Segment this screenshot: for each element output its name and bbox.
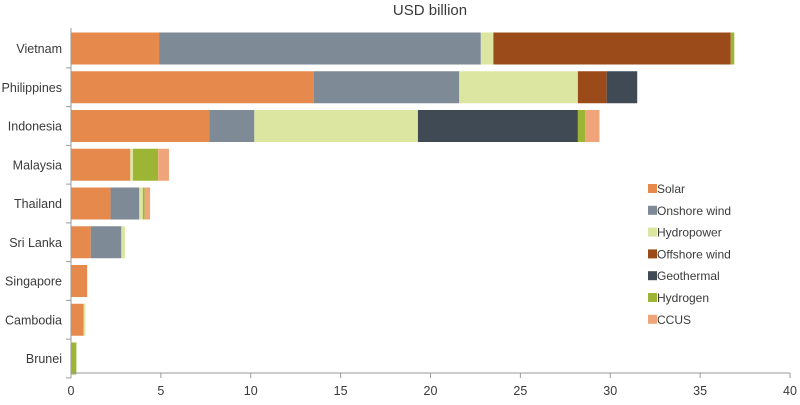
bars-layer	[71, 32, 735, 375]
bar-malaysia-hydropower	[130, 148, 134, 181]
legend-swatch-ccus	[648, 314, 657, 324]
chart-title: USD billion	[393, 2, 467, 19]
x-tick-label: 40	[783, 384, 797, 398]
bar-thailand-ccus	[144, 187, 151, 220]
legend-swatch-offshore-wind	[648, 249, 657, 259]
legend-swatch-geothermal	[648, 271, 657, 281]
category-axis: Vietnam Philippines Indonesia Malaysia Thail…	[2, 28, 72, 379]
x-tick-label: 35	[693, 384, 707, 398]
bar-cambodia-hydropower	[83, 303, 86, 336]
bar-sri-lanka-solar	[71, 226, 91, 259]
legend-swatch-onshore-wind	[648, 205, 657, 215]
bar-cambodia-solar	[71, 303, 84, 336]
bar-indonesia-hydropower	[254, 110, 418, 142]
bar-thailand-onshore-wind	[110, 187, 140, 220]
bar-vietnam-offshore-wind	[493, 32, 731, 65]
bar-vietnam-hydrogen	[730, 32, 735, 65]
legend-label-onshore-wind: Onshore wind	[657, 204, 731, 218]
bar-malaysia-solar	[71, 148, 131, 181]
bar-philippines-hydropower	[459, 71, 578, 104]
legend-swatch-hydropower	[648, 227, 657, 237]
legend-label-ccus: CCUS	[657, 313, 691, 327]
legend-label-geothermal: Geothermal	[657, 269, 720, 283]
x-tick-label: 5	[157, 384, 164, 398]
category-label-indonesia: Indonesia	[8, 120, 62, 134]
x-tick-label: 30	[603, 384, 617, 398]
category-label-philippines: Philippines	[2, 81, 62, 95]
legend-label-solar: Solar	[657, 182, 685, 196]
bar-singapore-solar	[71, 265, 88, 297]
category-label-vietnam: Vietnam	[16, 42, 62, 56]
bar-thailand-hydrogen	[142, 187, 145, 220]
category-label-malaysia: Malaysia	[13, 158, 62, 172]
legend-label-offshore-wind: Offshore wind	[657, 247, 731, 261]
bar-brunei-hydrogen	[71, 342, 77, 375]
category-label-singapore: Singapore	[5, 275, 62, 289]
category-label-brunei: Brunei	[26, 352, 62, 366]
bar-indonesia-geothermal	[417, 110, 578, 142]
legend-swatch-solar	[648, 184, 657, 193]
category-label-cambodia: Cambodia	[5, 313, 62, 327]
category-label-sri-lanka: Sri Lanka	[9, 236, 62, 250]
bar-vietnam-onshore-wind	[159, 32, 481, 65]
bar-indonesia-onshore-wind	[209, 110, 255, 142]
x-axis: 0 5 10 15 20 25 30 35 40	[68, 372, 797, 398]
legend: Solar Onshore wind Hydropower Offshore wind…	[648, 182, 731, 327]
legend-label-hydrogen: Hydrogen	[657, 291, 709, 305]
bar-indonesia-ccus	[585, 110, 600, 142]
bar-philippines-onshore-wind	[313, 71, 460, 104]
bar-indonesia-hydrogen	[577, 110, 586, 142]
bar-philippines-solar	[71, 71, 314, 104]
x-tick-label: 15	[334, 384, 348, 398]
x-tick-label: 10	[244, 384, 258, 398]
bar-malaysia-hydrogen	[133, 148, 159, 181]
bar-philippines-geothermal	[606, 71, 638, 104]
legend-swatch-hydrogen	[648, 293, 657, 302]
bar-sri-lanka-onshore-wind	[90, 226, 122, 259]
x-tick-label: 20	[424, 384, 438, 398]
bar-vietnam-hydropower	[480, 32, 494, 65]
bar-philippines-offshore-wind	[577, 71, 607, 104]
category-label-thailand: Thailand	[14, 197, 62, 211]
bar-thailand-hydropower	[139, 187, 143, 220]
bar-sri-lanka-hydropower	[121, 226, 125, 259]
bar-malaysia-ccus	[158, 148, 169, 181]
legend-label-hydropower: Hydropower	[657, 226, 722, 240]
bar-vietnam-solar	[71, 32, 160, 65]
bar-thailand-solar	[71, 187, 111, 220]
bar-indonesia-solar	[71, 110, 210, 142]
x-tick-label: 25	[513, 384, 527, 398]
x-tick-label: 0	[68, 384, 75, 398]
